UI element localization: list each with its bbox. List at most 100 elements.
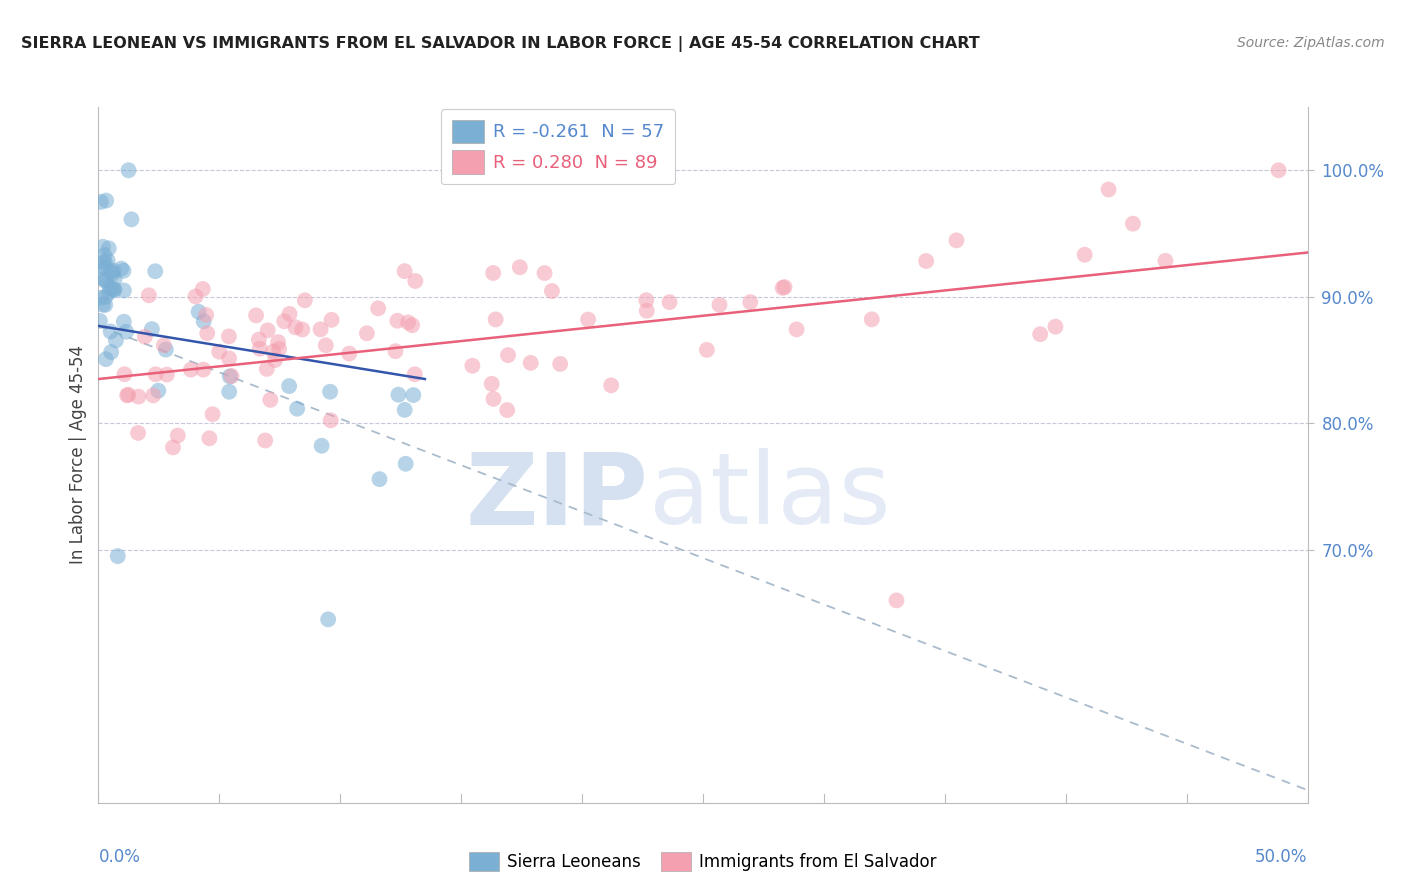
Point: [91, 240, 114, 254]
Point: [402, 388, 425, 402]
Point: [187, 305, 209, 319]
Point: [166, 428, 188, 442]
Point: [285, 401, 308, 416]
Point: [117, 388, 139, 402]
Point: [319, 384, 342, 399]
Point: [284, 320, 307, 334]
Point: [249, 342, 271, 356]
Point: [294, 293, 316, 308]
Text: 0.0%: 0.0%: [98, 848, 141, 866]
Point: [337, 346, 360, 360]
Point: [636, 293, 658, 308]
Point: [115, 388, 138, 402]
Point: [89, 314, 111, 328]
Point: [740, 295, 762, 310]
Point: [773, 280, 796, 294]
Point: [1267, 163, 1289, 178]
Point: [97, 253, 120, 268]
Point: [481, 376, 503, 391]
Point: [100, 345, 122, 359]
Point: [311, 439, 333, 453]
Point: [541, 284, 564, 298]
Text: Source: ZipAtlas.com: Source: ZipAtlas.com: [1237, 36, 1385, 50]
Point: [269, 342, 291, 356]
Point: [278, 379, 301, 393]
Point: [519, 356, 541, 370]
Point: [218, 369, 240, 384]
Point: [180, 362, 202, 376]
Point: [101, 283, 124, 297]
Point: [1122, 217, 1144, 231]
Legend: R = -0.261  N = 57, R = 0.280  N = 89: R = -0.261 N = 57, R = 0.280 N = 89: [440, 109, 675, 185]
Point: [94, 273, 117, 287]
Point: [709, 298, 731, 312]
Point: [103, 263, 125, 277]
Point: [198, 431, 221, 445]
Point: [256, 323, 278, 337]
Point: [291, 322, 314, 336]
Point: [195, 308, 218, 322]
Point: [110, 261, 132, 276]
Point: [259, 392, 281, 407]
Point: [396, 315, 419, 329]
Point: [254, 434, 277, 448]
Point: [247, 333, 270, 347]
Y-axis label: In Labor Force | Age 45-54: In Labor Force | Age 45-54: [69, 345, 87, 565]
Point: [404, 368, 426, 382]
Point: [112, 264, 135, 278]
Point: [93, 248, 115, 262]
Point: [218, 329, 240, 343]
Point: [93, 255, 115, 269]
Point: [148, 384, 170, 398]
Point: [141, 322, 163, 336]
Point: [267, 335, 290, 350]
Point: [945, 233, 967, 247]
Point: [115, 325, 138, 339]
Point: [273, 314, 295, 328]
Point: [1045, 319, 1067, 334]
Point: [94, 298, 117, 312]
Point: [112, 284, 135, 298]
Point: [98, 281, 121, 295]
Point: [262, 344, 284, 359]
Point: [134, 329, 156, 343]
Point: [548, 357, 571, 371]
Point: [384, 344, 406, 359]
Point: [120, 212, 142, 227]
Point: [256, 362, 278, 376]
Point: [394, 403, 416, 417]
Point: [94, 290, 117, 304]
Point: [404, 274, 426, 288]
Point: [191, 282, 214, 296]
Point: [100, 325, 122, 339]
Point: [786, 322, 808, 336]
Point: [138, 288, 160, 302]
Point: [576, 312, 599, 326]
Point: [658, 295, 681, 310]
Point: [103, 282, 125, 296]
Point: [1154, 253, 1177, 268]
Point: [93, 272, 115, 286]
Point: [112, 315, 135, 329]
Point: [482, 266, 505, 280]
Point: [94, 261, 117, 276]
Point: [142, 388, 165, 402]
Point: [509, 260, 531, 275]
Point: [221, 369, 243, 384]
Point: [208, 344, 231, 359]
Text: SIERRA LEONEAN VS IMMIGRANTS FROM EL SALVADOR IN LABOR FORCE | AGE 45-54 CORRELA: SIERRA LEONEAN VS IMMIGRANTS FROM EL SAL…: [21, 36, 980, 52]
Point: [127, 390, 149, 404]
Point: [485, 312, 508, 326]
Point: [94, 352, 117, 367]
Point: [482, 392, 505, 406]
Point: [103, 283, 125, 297]
Point: [201, 407, 224, 421]
Text: atlas: atlas: [648, 448, 890, 545]
Point: [96, 194, 118, 208]
Point: [915, 254, 938, 268]
Point: [97, 241, 120, 255]
Point: [860, 312, 883, 326]
Point: [461, 359, 484, 373]
Point: [218, 384, 240, 399]
Point: [193, 314, 215, 328]
